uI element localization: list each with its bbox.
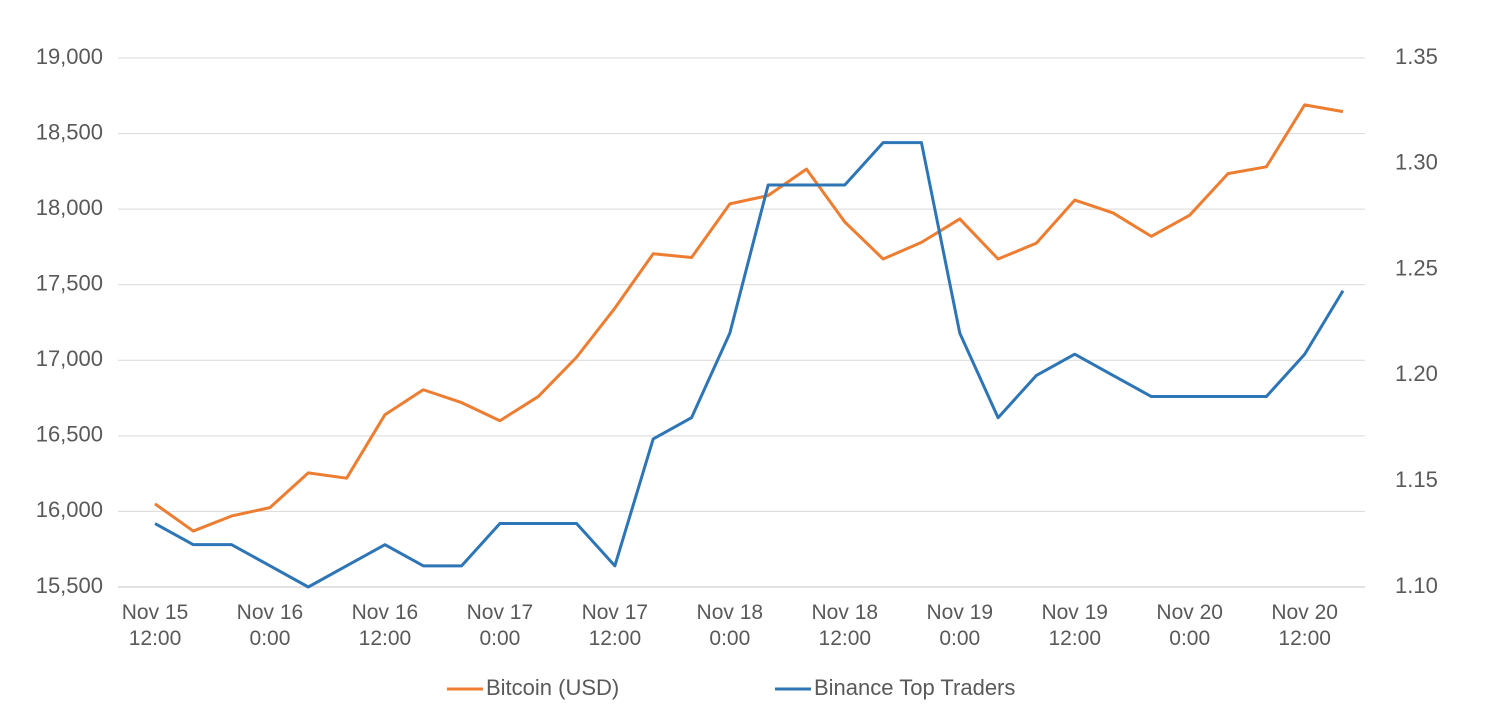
y2-tick-label: 1.15 bbox=[1395, 467, 1438, 492]
x-tick-label: Nov 18 0:00 bbox=[696, 601, 764, 650]
x-tick-label: Nov 20 12:00 bbox=[1271, 601, 1338, 650]
y-tick-label: 18,000 bbox=[36, 195, 103, 220]
y-tick-label: 17,500 bbox=[36, 271, 103, 296]
x-tick-label: Nov 15 12:00 bbox=[121, 601, 189, 650]
legend-label: Bitcoin (USD) bbox=[486, 675, 619, 700]
legend-label: Binance Top Traders bbox=[814, 675, 1015, 700]
y2-tick-label: 1.30 bbox=[1395, 150, 1438, 175]
x-tick-label: Nov 19 0:00 bbox=[926, 601, 994, 650]
y2-tick-label: 1.10 bbox=[1395, 573, 1438, 598]
y2-tick-label: 1.35 bbox=[1395, 44, 1438, 69]
y-tick-label: 16,500 bbox=[36, 422, 103, 447]
y-tick-label: 18,500 bbox=[36, 119, 103, 144]
x-tick-label: Nov 18 12:00 bbox=[811, 601, 879, 650]
x-tick-label: Nov 20 0:00 bbox=[1156, 601, 1223, 650]
y2-tick-label: 1.25 bbox=[1395, 255, 1438, 280]
y-tick-label: 16,000 bbox=[36, 497, 103, 522]
series-line bbox=[154, 141, 1345, 589]
y2-tick-label: 1.20 bbox=[1395, 361, 1438, 386]
x-tick-label: Nov 16 12:00 bbox=[351, 601, 419, 650]
y-tick-label: 15,500 bbox=[36, 573, 103, 598]
x-tick-label: Nov 17 0:00 bbox=[466, 601, 534, 650]
x-tick-label: Nov 16 0:00 bbox=[236, 601, 304, 650]
y-tick-label: 19,000 bbox=[36, 44, 103, 69]
x-tick-label: Nov 17 12:00 bbox=[581, 601, 649, 650]
x-tick-label: Nov 19 12:00 bbox=[1041, 601, 1108, 650]
series-line bbox=[154, 103, 1344, 533]
y-tick-label: 17,000 bbox=[36, 346, 103, 371]
